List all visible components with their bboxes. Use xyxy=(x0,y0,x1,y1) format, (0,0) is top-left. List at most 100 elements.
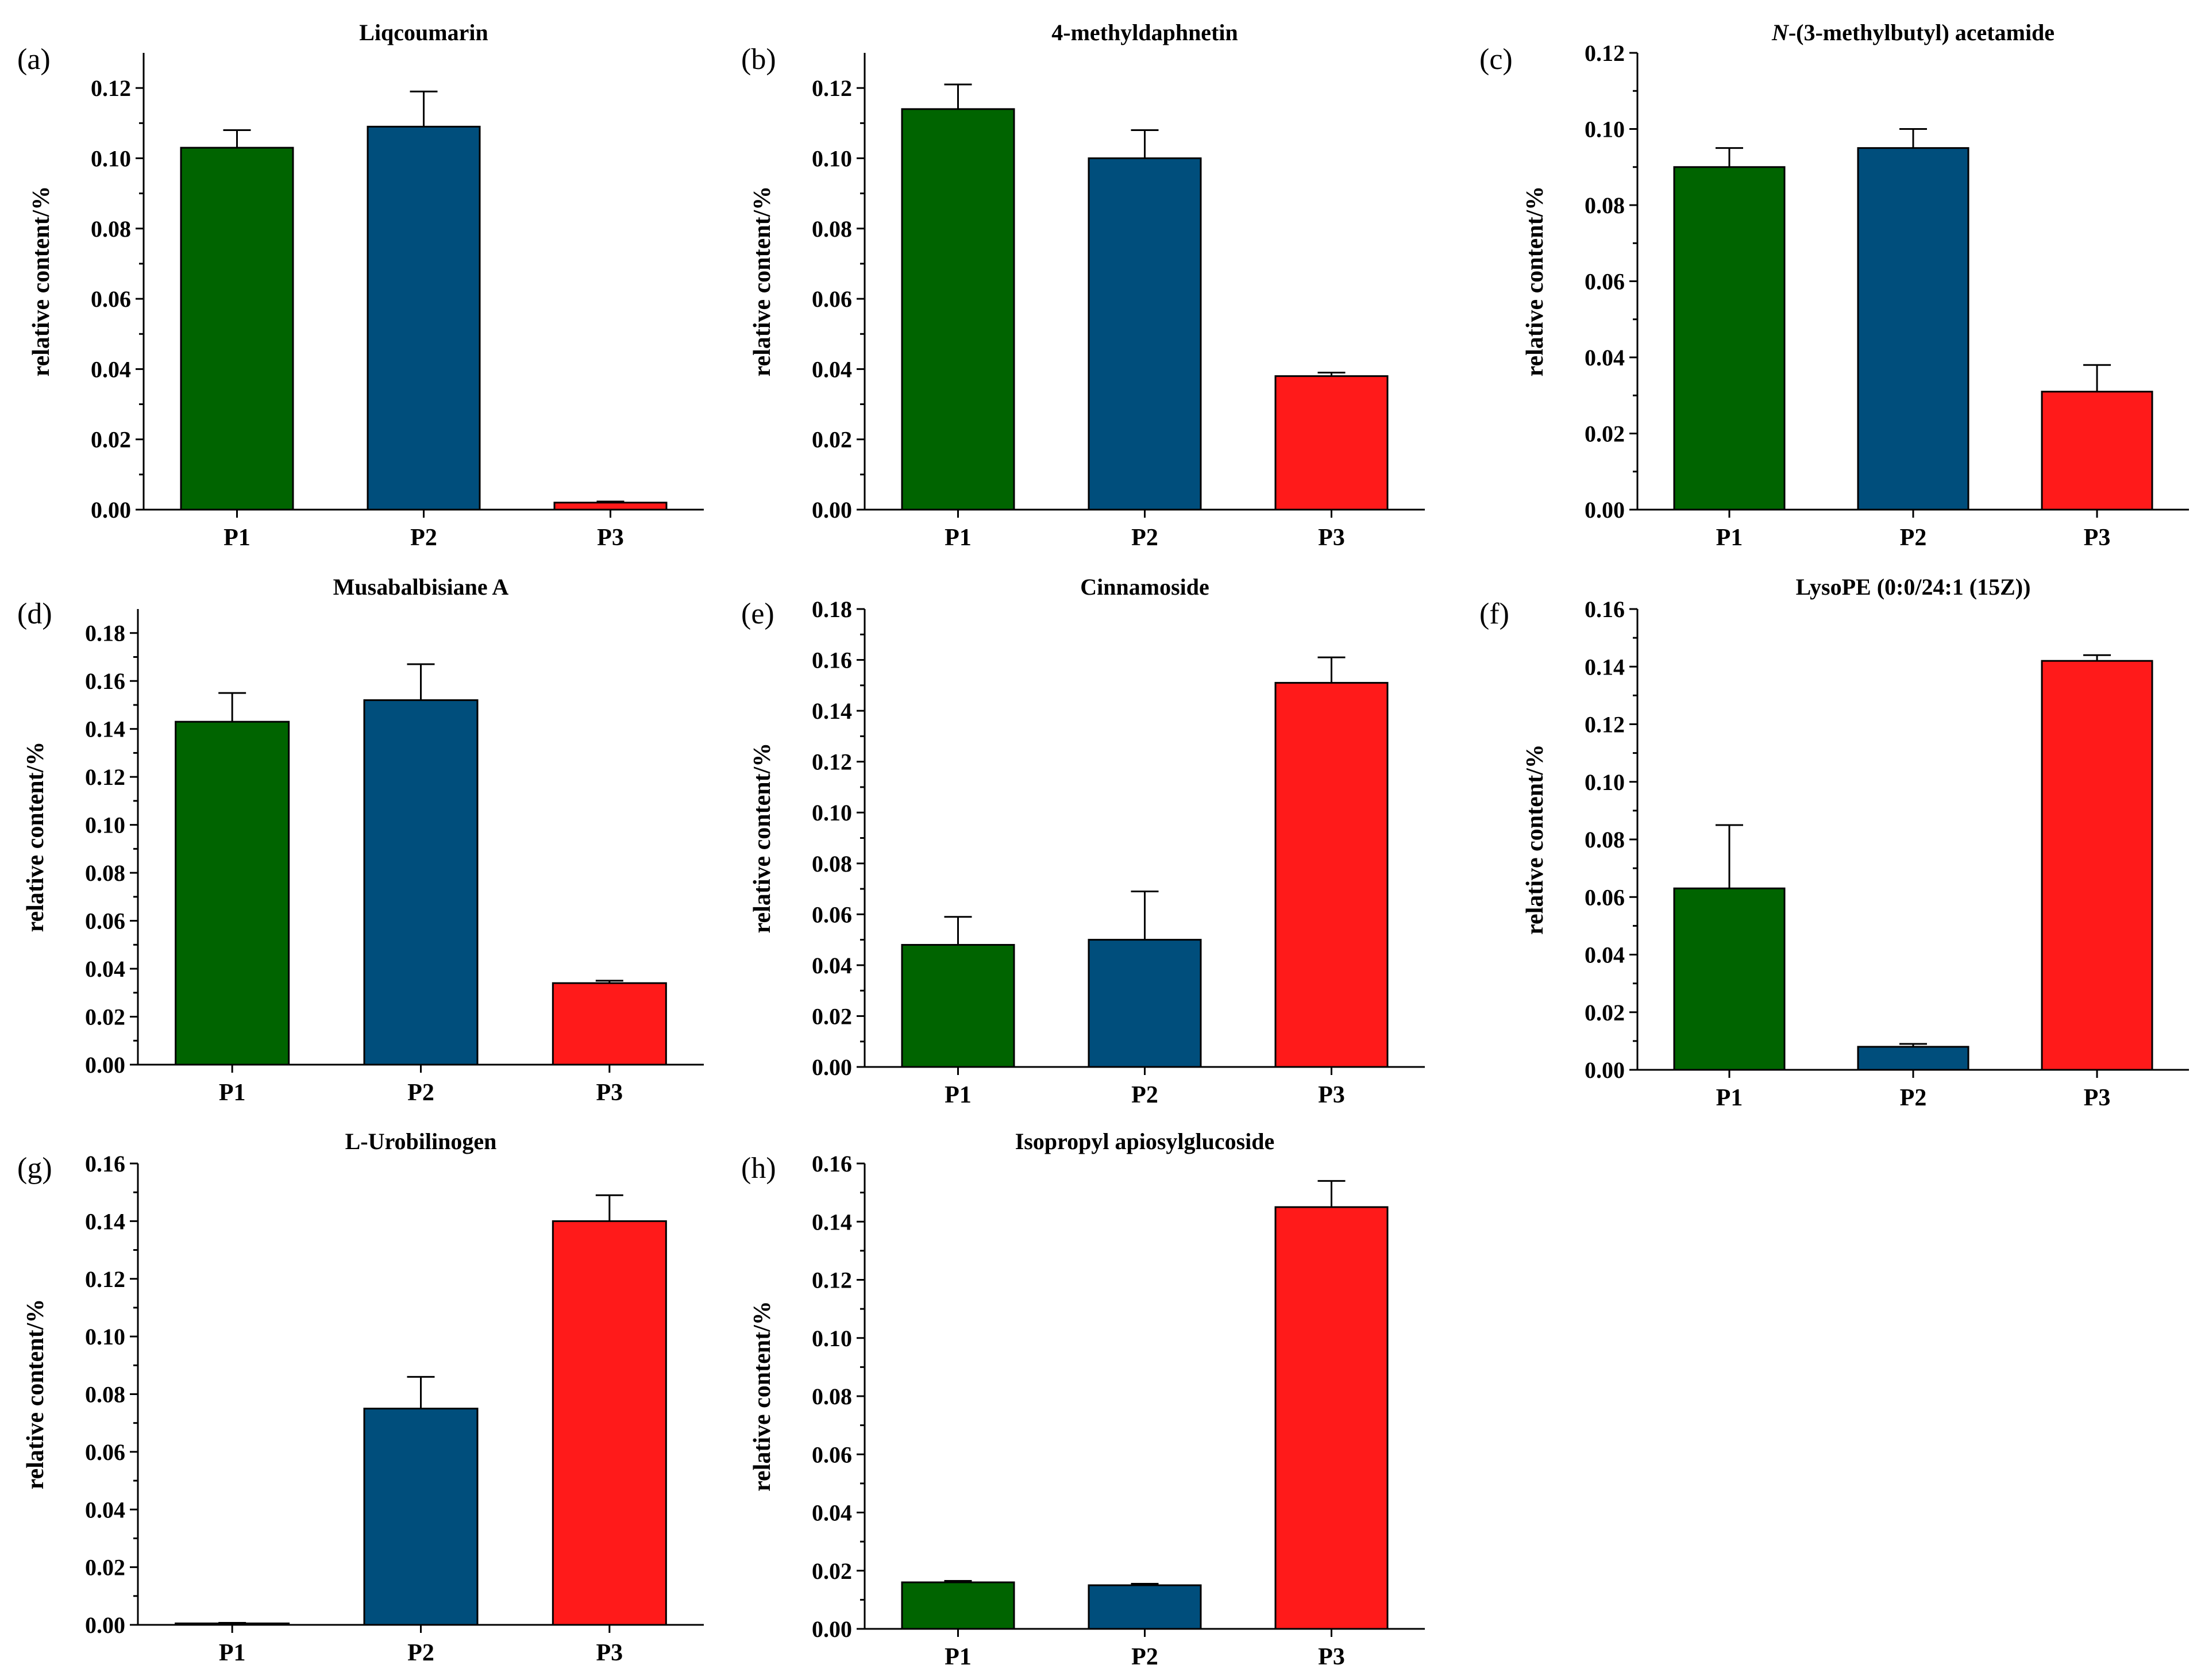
x-tick-label: P2 xyxy=(407,1640,434,1666)
x-tick-label: P1 xyxy=(945,1082,972,1108)
x-tick-label: P1 xyxy=(219,1640,246,1666)
x-tick-label: P3 xyxy=(1318,1644,1345,1670)
chart-panel-f: (f) LysoPE (0:0/24:1 (15Z)) relative conte… xyxy=(1479,574,2189,1111)
x-tick-label: P2 xyxy=(1131,1644,1158,1670)
chart-title: LysoPE (0:0/24:1 (15Z)) xyxy=(1796,574,2031,600)
y-axis-label: relative content/% xyxy=(22,742,49,933)
bar-p1 xyxy=(1673,166,1786,511)
y-tick-label: 0.04 xyxy=(812,356,852,382)
y-tick-label: 0.10 xyxy=(812,145,852,171)
y-tick-label: 0.12 xyxy=(812,1267,852,1293)
bar-p3 xyxy=(552,1220,667,1626)
bar-p3 xyxy=(1274,681,1389,1068)
y-tick-label: 0.08 xyxy=(1585,827,1625,853)
y-tick-label: 0.04 xyxy=(1585,942,1625,968)
y-tick-label: 0.06 xyxy=(85,1439,125,1465)
chart-title: L-Urobilinogen xyxy=(345,1128,497,1154)
x-tick-label: P3 xyxy=(1318,525,1345,551)
panel-letter: (a) xyxy=(17,43,51,76)
y-tick-label: 0.02 xyxy=(85,1555,125,1581)
y-tick-label: 0.10 xyxy=(85,812,125,838)
x-tick-label: P3 xyxy=(1318,1082,1345,1108)
y-tick-label: 0.08 xyxy=(812,851,852,877)
y-tick-label: 0.00 xyxy=(812,1054,852,1080)
x-tick-label: P2 xyxy=(1900,1085,1927,1111)
bar-p2 xyxy=(1088,939,1202,1068)
x-tick-label: P1 xyxy=(223,525,250,551)
y-tick-label: 0.02 xyxy=(1585,421,1625,447)
y-tick-label: 0.06 xyxy=(812,286,852,312)
bar-p2 xyxy=(363,699,479,1066)
y-axis-label: relative content/% xyxy=(749,1301,776,1492)
chart-title: Musabalbisiane A xyxy=(333,574,509,600)
y-tick-label: 0.12 xyxy=(812,75,852,101)
chart-title-italic: N xyxy=(1771,20,1790,45)
x-tick-label: P3 xyxy=(596,1640,623,1666)
y-tick-label: 0.00 xyxy=(85,1052,125,1078)
x-tick-label: P1 xyxy=(945,1644,972,1670)
y-tick-label: 0.02 xyxy=(812,1003,852,1029)
y-tick-label: 0.00 xyxy=(812,1616,852,1642)
y-tick-label: 0.16 xyxy=(85,668,125,694)
y-tick-label: 0.02 xyxy=(85,1004,125,1030)
chart-title-rest: -(3-methylbutyl) acetamide xyxy=(1789,20,2055,45)
y-tick-label: 0.08 xyxy=(91,216,131,242)
y-tick-label: 0.16 xyxy=(812,648,852,673)
bar-p2 xyxy=(363,1408,479,1626)
y-tick-label: 0.08 xyxy=(812,216,852,242)
y-tick-label: 0.08 xyxy=(1585,192,1625,218)
x-tick-label: P1 xyxy=(945,525,972,551)
y-tick-label: 0.06 xyxy=(1585,884,1625,910)
y-tick-label: 0.08 xyxy=(812,1384,852,1409)
y-axis-label: relative content/% xyxy=(749,186,776,377)
x-tick-label: P1 xyxy=(219,1080,246,1106)
x-tick-label: P2 xyxy=(1900,525,1927,551)
x-tick-label: P3 xyxy=(2084,525,2111,551)
y-tick-label: 0.06 xyxy=(91,286,131,312)
y-tick-label: 0.12 xyxy=(1585,40,1625,66)
y-tick-label: 0.14 xyxy=(85,1208,125,1234)
y-tick-label: 0.04 xyxy=(91,356,131,382)
y-tick-label: 0.08 xyxy=(85,860,125,886)
y-tick-label: 0.08 xyxy=(85,1382,125,1408)
bar-p3 xyxy=(2041,391,2153,511)
bar-p1 xyxy=(175,720,290,1066)
y-tick-label: 0.02 xyxy=(812,1558,852,1584)
y-tick-label: 0.10 xyxy=(1585,117,1625,142)
panel-letter: (d) xyxy=(17,598,52,630)
y-tick-label: 0.12 xyxy=(85,764,125,790)
y-tick-label: 0.10 xyxy=(85,1324,125,1350)
y-tick-label: 0.04 xyxy=(812,1500,852,1526)
panel-letter: (h) xyxy=(741,1152,776,1185)
y-tick-label: 0.16 xyxy=(85,1151,125,1177)
y-tick-label: 0.04 xyxy=(85,1497,125,1523)
bar-p1 xyxy=(901,1581,1015,1630)
bar-p1 xyxy=(1673,887,1786,1071)
y-tick-label: 0.02 xyxy=(812,427,852,453)
y-tick-label: 0.12 xyxy=(85,1266,125,1292)
y-tick-label: 0.04 xyxy=(85,956,125,982)
bar-p2 xyxy=(1857,1046,1969,1071)
y-tick-label: 0.10 xyxy=(1585,769,1625,795)
bar-p2 xyxy=(1088,157,1202,511)
panel-letter: (g) xyxy=(17,1152,52,1185)
bar-p3 xyxy=(2041,660,2153,1071)
y-tick-label: 0.18 xyxy=(85,621,125,646)
y-axis-label: relative content/% xyxy=(749,743,776,934)
chart-panel-e: (e) Cinnamoside relative content/% 0.00 0.02… xyxy=(741,574,1425,1108)
y-tick-label: 0.00 xyxy=(1585,1057,1625,1083)
y-tick-label: 0.14 xyxy=(812,698,852,724)
bar-p1 xyxy=(901,108,1015,511)
y-tick-label: 0.06 xyxy=(1585,269,1625,295)
panel-letter: (e) xyxy=(741,598,774,630)
chart-panel-h: (h) Isopropyl apiosylglucoside relative co… xyxy=(741,1128,1425,1670)
chart-panel-a: (a) Liqcoumarin relative content/% 0.00 0.02… xyxy=(17,20,704,551)
y-tick-label: 0.10 xyxy=(91,145,131,171)
y-axis-label: relative content/% xyxy=(1522,186,1548,377)
y-tick-label: 0.04 xyxy=(812,953,852,978)
bar-p1 xyxy=(901,943,1015,1068)
x-tick-label: P1 xyxy=(1716,525,1743,551)
bar-p1 xyxy=(180,147,294,511)
y-tick-label: 0.00 xyxy=(85,1612,125,1638)
